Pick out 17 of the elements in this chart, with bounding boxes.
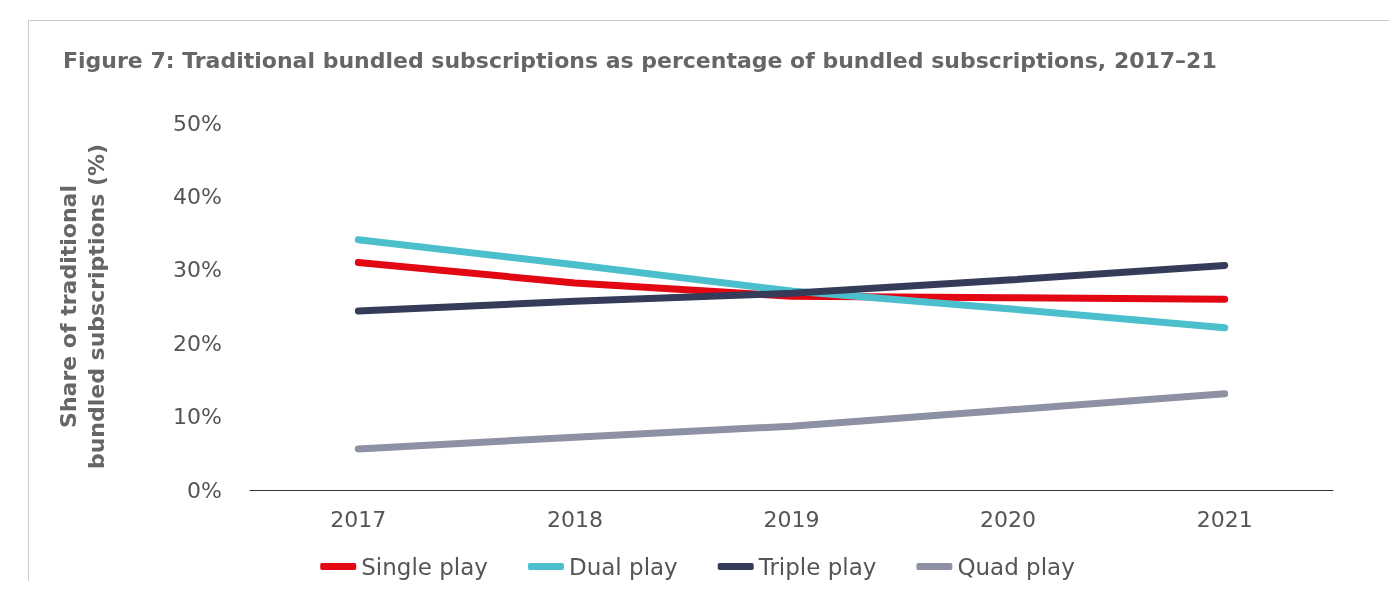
legend-label: Triple play xyxy=(757,553,877,580)
y-axis-title: Share of traditional bundled subscriptions (%) xyxy=(55,143,109,470)
legend-label: Single play xyxy=(361,553,488,580)
x-tick-label: 2019 xyxy=(763,506,820,532)
y-tick-label: 0% xyxy=(187,477,222,503)
y-tick-label: 20% xyxy=(173,330,222,356)
y-tick-label: 50% xyxy=(173,110,222,136)
y-tick-label: 10% xyxy=(173,404,222,430)
legend-label: Quad play xyxy=(957,553,1075,580)
y-tick-label: 40% xyxy=(173,183,222,209)
legend-label: Dual play xyxy=(568,553,678,580)
x-tick-label: 2021 xyxy=(1196,506,1253,532)
x-tick-label: 2020 xyxy=(980,506,1037,532)
x-tick-label: 2018 xyxy=(546,506,603,532)
y-tick-label: 30% xyxy=(173,257,222,283)
x-tick-label: 2017 xyxy=(330,506,387,532)
chart-title: Figure 7: Traditional bundled subscriptions as percentage of bundled subscriptions, 2017–21 xyxy=(63,47,1217,73)
